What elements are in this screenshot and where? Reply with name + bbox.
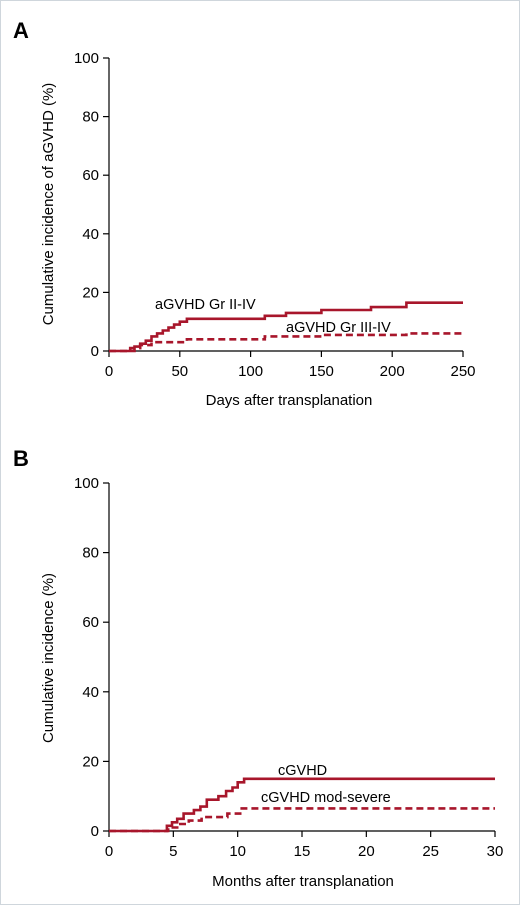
y-tick-label: 40 (82, 226, 99, 243)
series-line-cgvhd (109, 777, 495, 833)
x-tick-label: 15 (294, 843, 311, 860)
panel-a-x-axis-title: Days after transplanation (206, 392, 373, 409)
x-tick-label: 5 (169, 843, 177, 860)
x-tick-label: 0 (105, 363, 113, 380)
x-tick-label: 100 (238, 363, 263, 380)
x-tick-label: 25 (422, 843, 439, 860)
panel-b-chart: B Months after transplanation Cumulative… (13, 446, 503, 890)
y-tick-label: 60 (82, 614, 99, 631)
x-tick-label: 150 (309, 363, 334, 380)
series-line-cgvhd-mod-severe (109, 807, 495, 833)
y-tick-label: 60 (82, 167, 99, 184)
panel-b-label-cgvhd: cGVHD (278, 763, 327, 779)
x-tick-label: 50 (171, 363, 188, 380)
y-tick-label: 100 (74, 475, 99, 492)
x-tick-label: 200 (380, 363, 405, 380)
panel-b-series (109, 777, 495, 833)
x-tick-label: 0 (105, 843, 113, 860)
panel-a-letter: A (13, 18, 29, 43)
panel-b-label-cgvhd-mod-severe: cGVHD mod-severe (261, 790, 391, 806)
panel-b-x-axis-title: Months after transplanation (212, 873, 394, 890)
x-tick-label: 20 (358, 843, 375, 860)
panel-a-chart: A Days after transplanation Cumulative i… (13, 18, 476, 409)
y-tick-label: 20 (82, 753, 99, 770)
series-line-agvhd-gr-iii-iv (109, 332, 463, 353)
y-tick-label: 80 (82, 545, 99, 562)
y-tick-label: 20 (82, 284, 99, 301)
panel-a-label-agvhd-gr-ii-iv: aGVHD Gr II-IV (155, 297, 256, 313)
panel-b-y-axis-title: Cumulative incidence (%) (40, 573, 57, 743)
panel-a-y-axis-title: Cumulative incidence of aGVHD (%) (40, 83, 57, 326)
panel-a-label-agvhd-gr-iii-iv: aGVHD Gr III-IV (286, 320, 391, 336)
panel-a-axes: 0 20 40 60 80 100 0 50 100 150 200 250 (74, 50, 476, 380)
y-tick-label: 100 (74, 50, 99, 67)
series-line-agvhd-gr-ii-iv (109, 301, 463, 353)
panel-a-series (109, 301, 463, 353)
y-tick-label: 80 (82, 109, 99, 126)
x-tick-label: 10 (229, 843, 246, 860)
y-tick-label: 0 (91, 343, 99, 360)
panel-b-letter: B (13, 446, 29, 471)
panel-b-axes: 0 20 40 60 80 100 0 5 10 15 20 25 30 (74, 475, 503, 860)
x-tick-label: 250 (450, 363, 475, 380)
x-tick-label: 30 (487, 843, 504, 860)
y-tick-label: 0 (91, 823, 99, 840)
y-tick-label: 40 (82, 684, 99, 701)
